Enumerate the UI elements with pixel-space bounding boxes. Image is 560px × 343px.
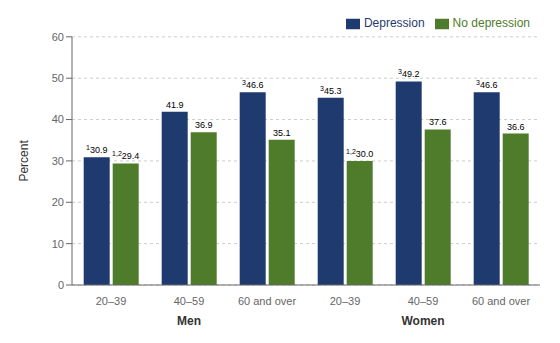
svg-text:36.9: 36.9 [195,120,213,130]
svg-text:Percent: Percent [17,140,31,182]
svg-text:349.2: 349.2 [398,68,419,79]
svg-text:40–59: 40–59 [408,295,439,307]
html-text:No depression: No depression [452,16,530,30]
svg-text:30: 30 [52,155,64,167]
svg-text:Women: Women [401,314,444,328]
svg-text:20–39: 20–39 [96,295,127,307]
svg-text:41.9: 41.9 [166,100,184,110]
svg-text:37.6: 37.6 [429,117,447,127]
svg-text:346.6: 346.6 [476,79,497,90]
svg-text:346.6: 346.6 [242,79,263,90]
svg-text:60 and over: 60 and over [472,295,530,307]
svg-text:60 and over: 60 and over [238,295,296,307]
svg-text:1,229.4: 1,229.4 [112,150,139,161]
svg-text:345.3: 345.3 [320,85,341,96]
svg-text:10: 10 [52,238,64,250]
html-text:Depression: Depression [363,16,425,30]
svg-text:0: 0 [58,279,64,291]
svg-text:35.1: 35.1 [273,128,291,138]
svg-text:40: 40 [52,113,64,125]
svg-text:130.9: 130.9 [86,144,107,155]
svg-text:20–39: 20–39 [330,295,361,307]
svg-text:Men: Men [177,314,201,328]
svg-text:40–59: 40–59 [174,295,205,307]
svg-text:20: 20 [52,196,64,208]
svg-text:50: 50 [52,72,64,84]
svg-text:1,230.0: 1,230.0 [346,148,373,159]
svg-text:60: 60 [52,31,64,43]
svg-text:36.6: 36.6 [507,122,525,132]
